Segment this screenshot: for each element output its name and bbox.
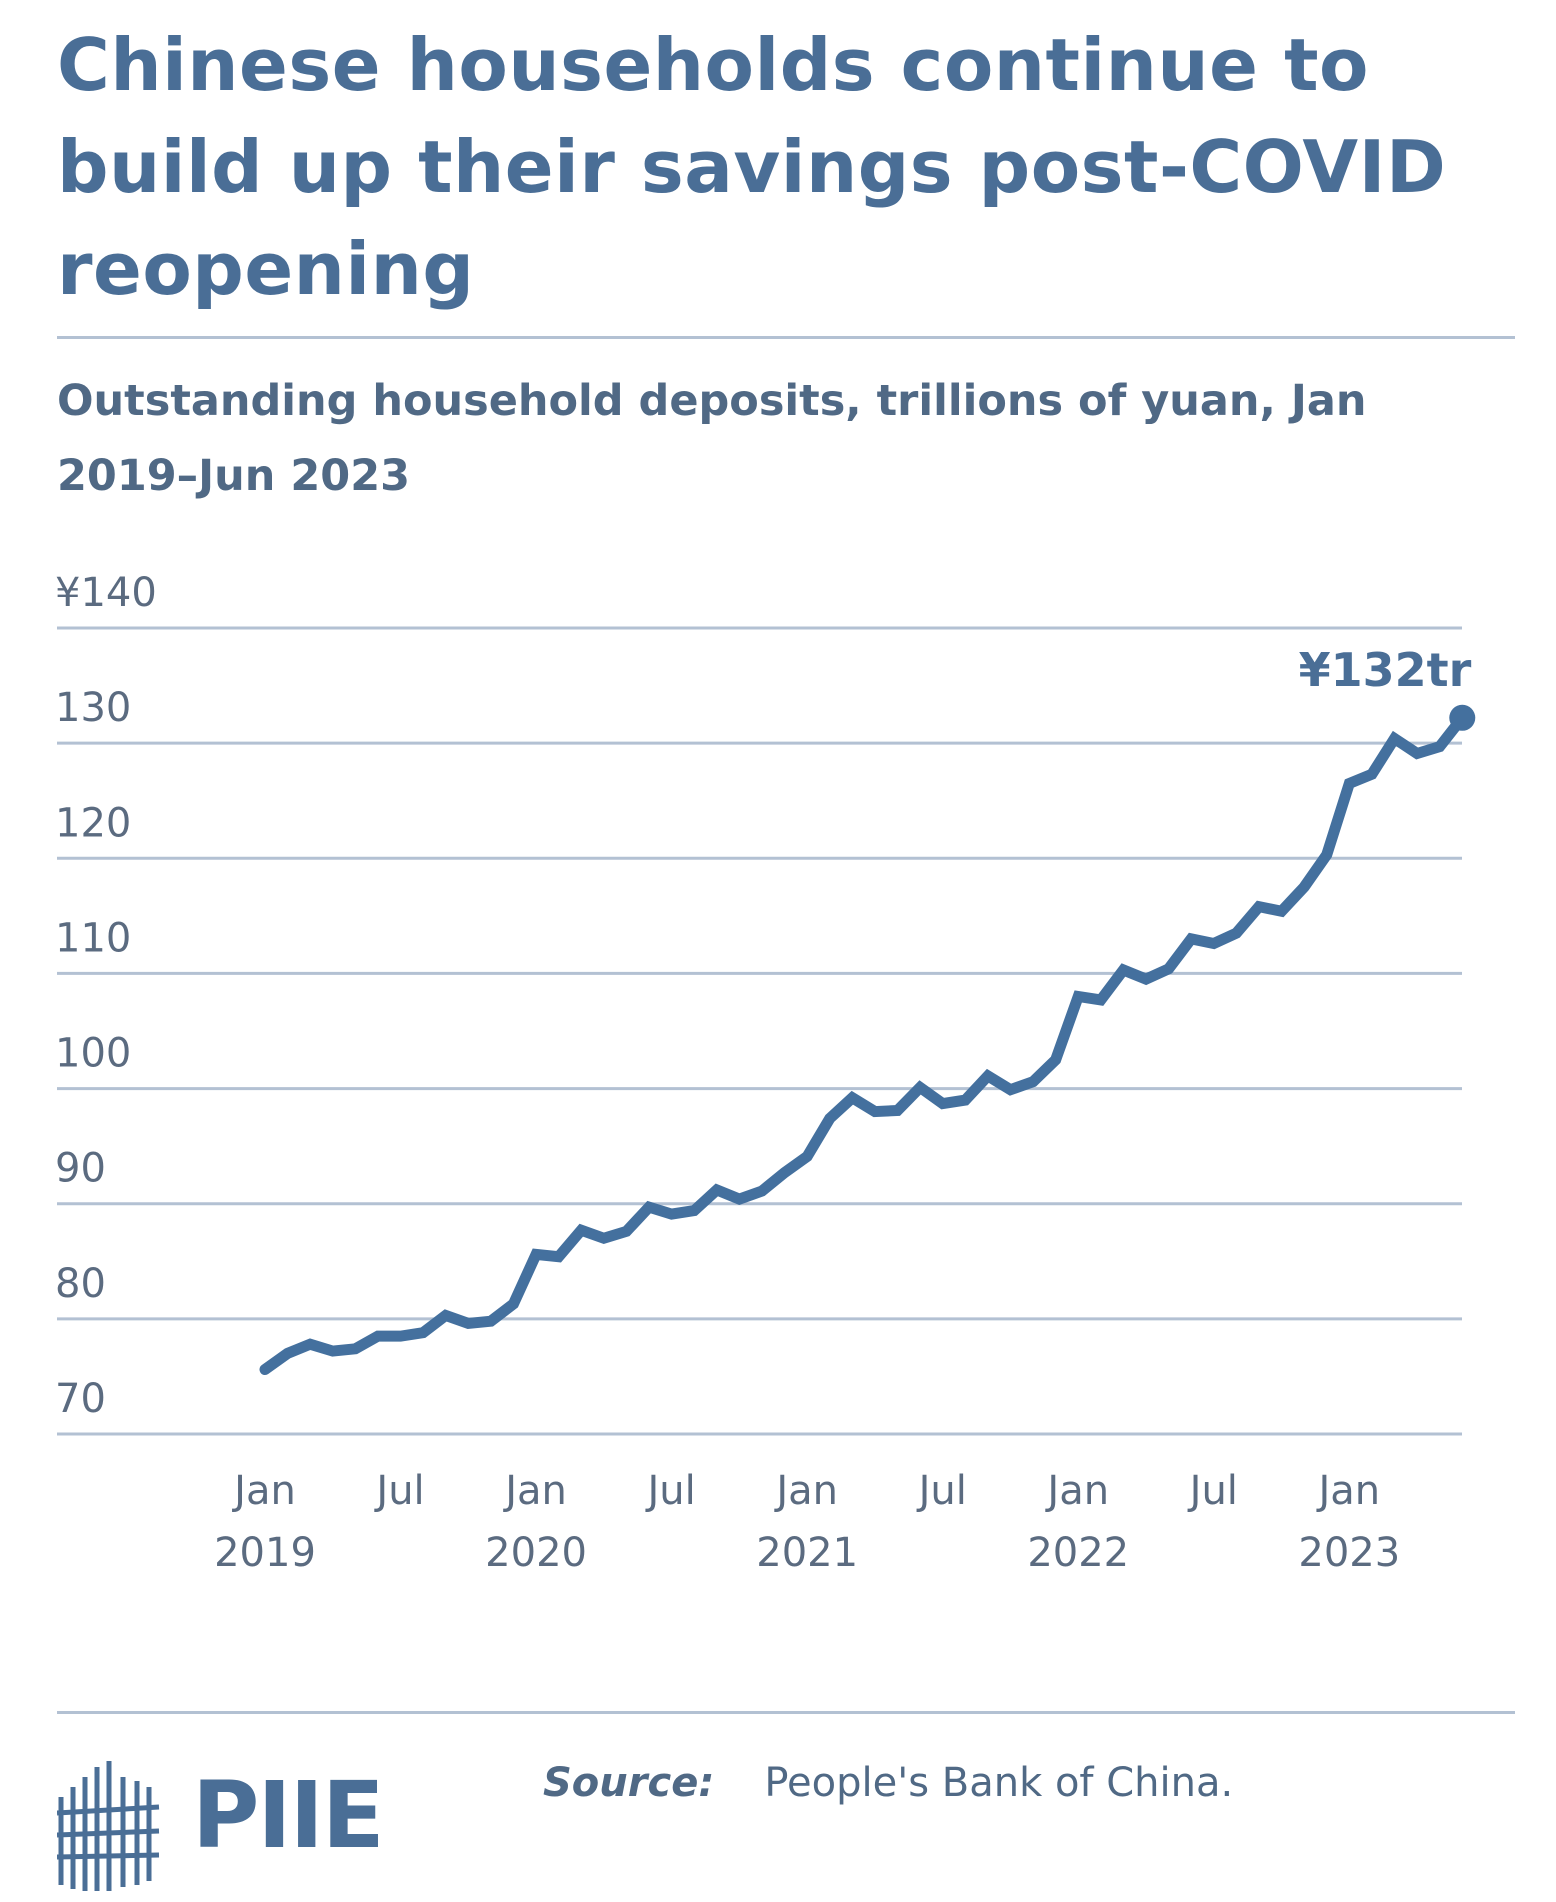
- series: [259, 704, 1476, 1376]
- source-label: Source:: [543, 1760, 715, 1806]
- y-tick-label: 90: [55, 1146, 106, 1192]
- piie-logo: PIIE: [192, 1762, 385, 1869]
- x-tick-month: Jul: [916, 1468, 967, 1514]
- x-tick-month: Jul: [1187, 1468, 1238, 1514]
- x-tick-month: Jan: [502, 1468, 567, 1514]
- x-tick-month: Jan: [1044, 1468, 1109, 1514]
- source-note: Source: People's Bank of China.: [543, 1760, 1233, 1806]
- x-tick-year: 2020: [485, 1530, 587, 1576]
- x-tick-year: 2022: [1027, 1530, 1129, 1576]
- y-tick-label: 70: [55, 1376, 106, 1422]
- y-tick-label: 130: [55, 685, 131, 731]
- chart-subtitle: Outstanding household deposits, trillion…: [57, 376, 1367, 501]
- end-value-annotation: ¥132tr: [1299, 643, 1472, 697]
- x-tick-month: Jan: [773, 1468, 838, 1514]
- source-text: People's Bank of China.: [764, 1760, 1234, 1806]
- x-tick-month: Jul: [373, 1468, 424, 1514]
- end-point-marker: [1449, 704, 1476, 731]
- x-axis-ticks: Jan 2019 Jul Jan 2020 Jul Jan 2021 Jul Jan 2022 Jul…: [214, 1468, 1400, 1576]
- y-tick-label: 100: [55, 1031, 131, 1077]
- y-tick-label: 120: [55, 800, 131, 846]
- x-tick-month: Jan: [1315, 1468, 1380, 1514]
- x-tick-year: 2019: [214, 1530, 316, 1576]
- title-divider: [57, 336, 1515, 339]
- x-tick-year: 2023: [1298, 1530, 1400, 1576]
- x-tick-year: 2021: [756, 1530, 858, 1576]
- x-tick-month: Jan: [231, 1468, 296, 1514]
- piie-logo-icon: [57, 1761, 160, 1891]
- x-tick-month: Jul: [644, 1468, 695, 1514]
- y-tick-label: ¥140: [55, 570, 157, 616]
- y-axis-ticks: 70 80 90 100 110 120 130 ¥140: [55, 570, 157, 1422]
- y-tick-label: 110: [55, 915, 131, 961]
- y-tick-label: 80: [55, 1261, 106, 1307]
- footer-divider: [57, 1711, 1515, 1714]
- line-chart: 70 80 90 100 110 120 130 ¥140 Jan 2019 Jul Jan 2020…: [55, 570, 1476, 1576]
- deposits-line: [259, 712, 1468, 1376]
- gridlines: [57, 626, 1462, 1436]
- chart-title: Chinese households continue to build up …: [57, 23, 1447, 311]
